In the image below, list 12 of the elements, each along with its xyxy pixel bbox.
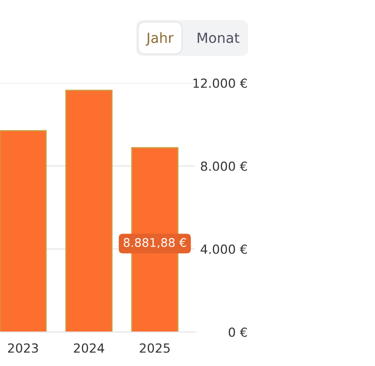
text: Jahr (146, 32, 174, 46)
y-tick-label: 0 € (228, 327, 247, 337)
x-tick-label: 2025 (140, 343, 170, 353)
data-label: 8.881,88 € (124, 238, 186, 248)
bar (0, 130, 47, 332)
y-tick-label: 12.000 € (193, 78, 247, 88)
bar (65, 90, 113, 332)
y-tick-label: 8.000 € (200, 161, 247, 171)
y-tick-label: 4.000 € (200, 244, 247, 254)
x-tick-label: 2023 (8, 343, 38, 353)
text: Monat (198, 32, 240, 44)
x-tick-label: 2024 (74, 343, 104, 353)
